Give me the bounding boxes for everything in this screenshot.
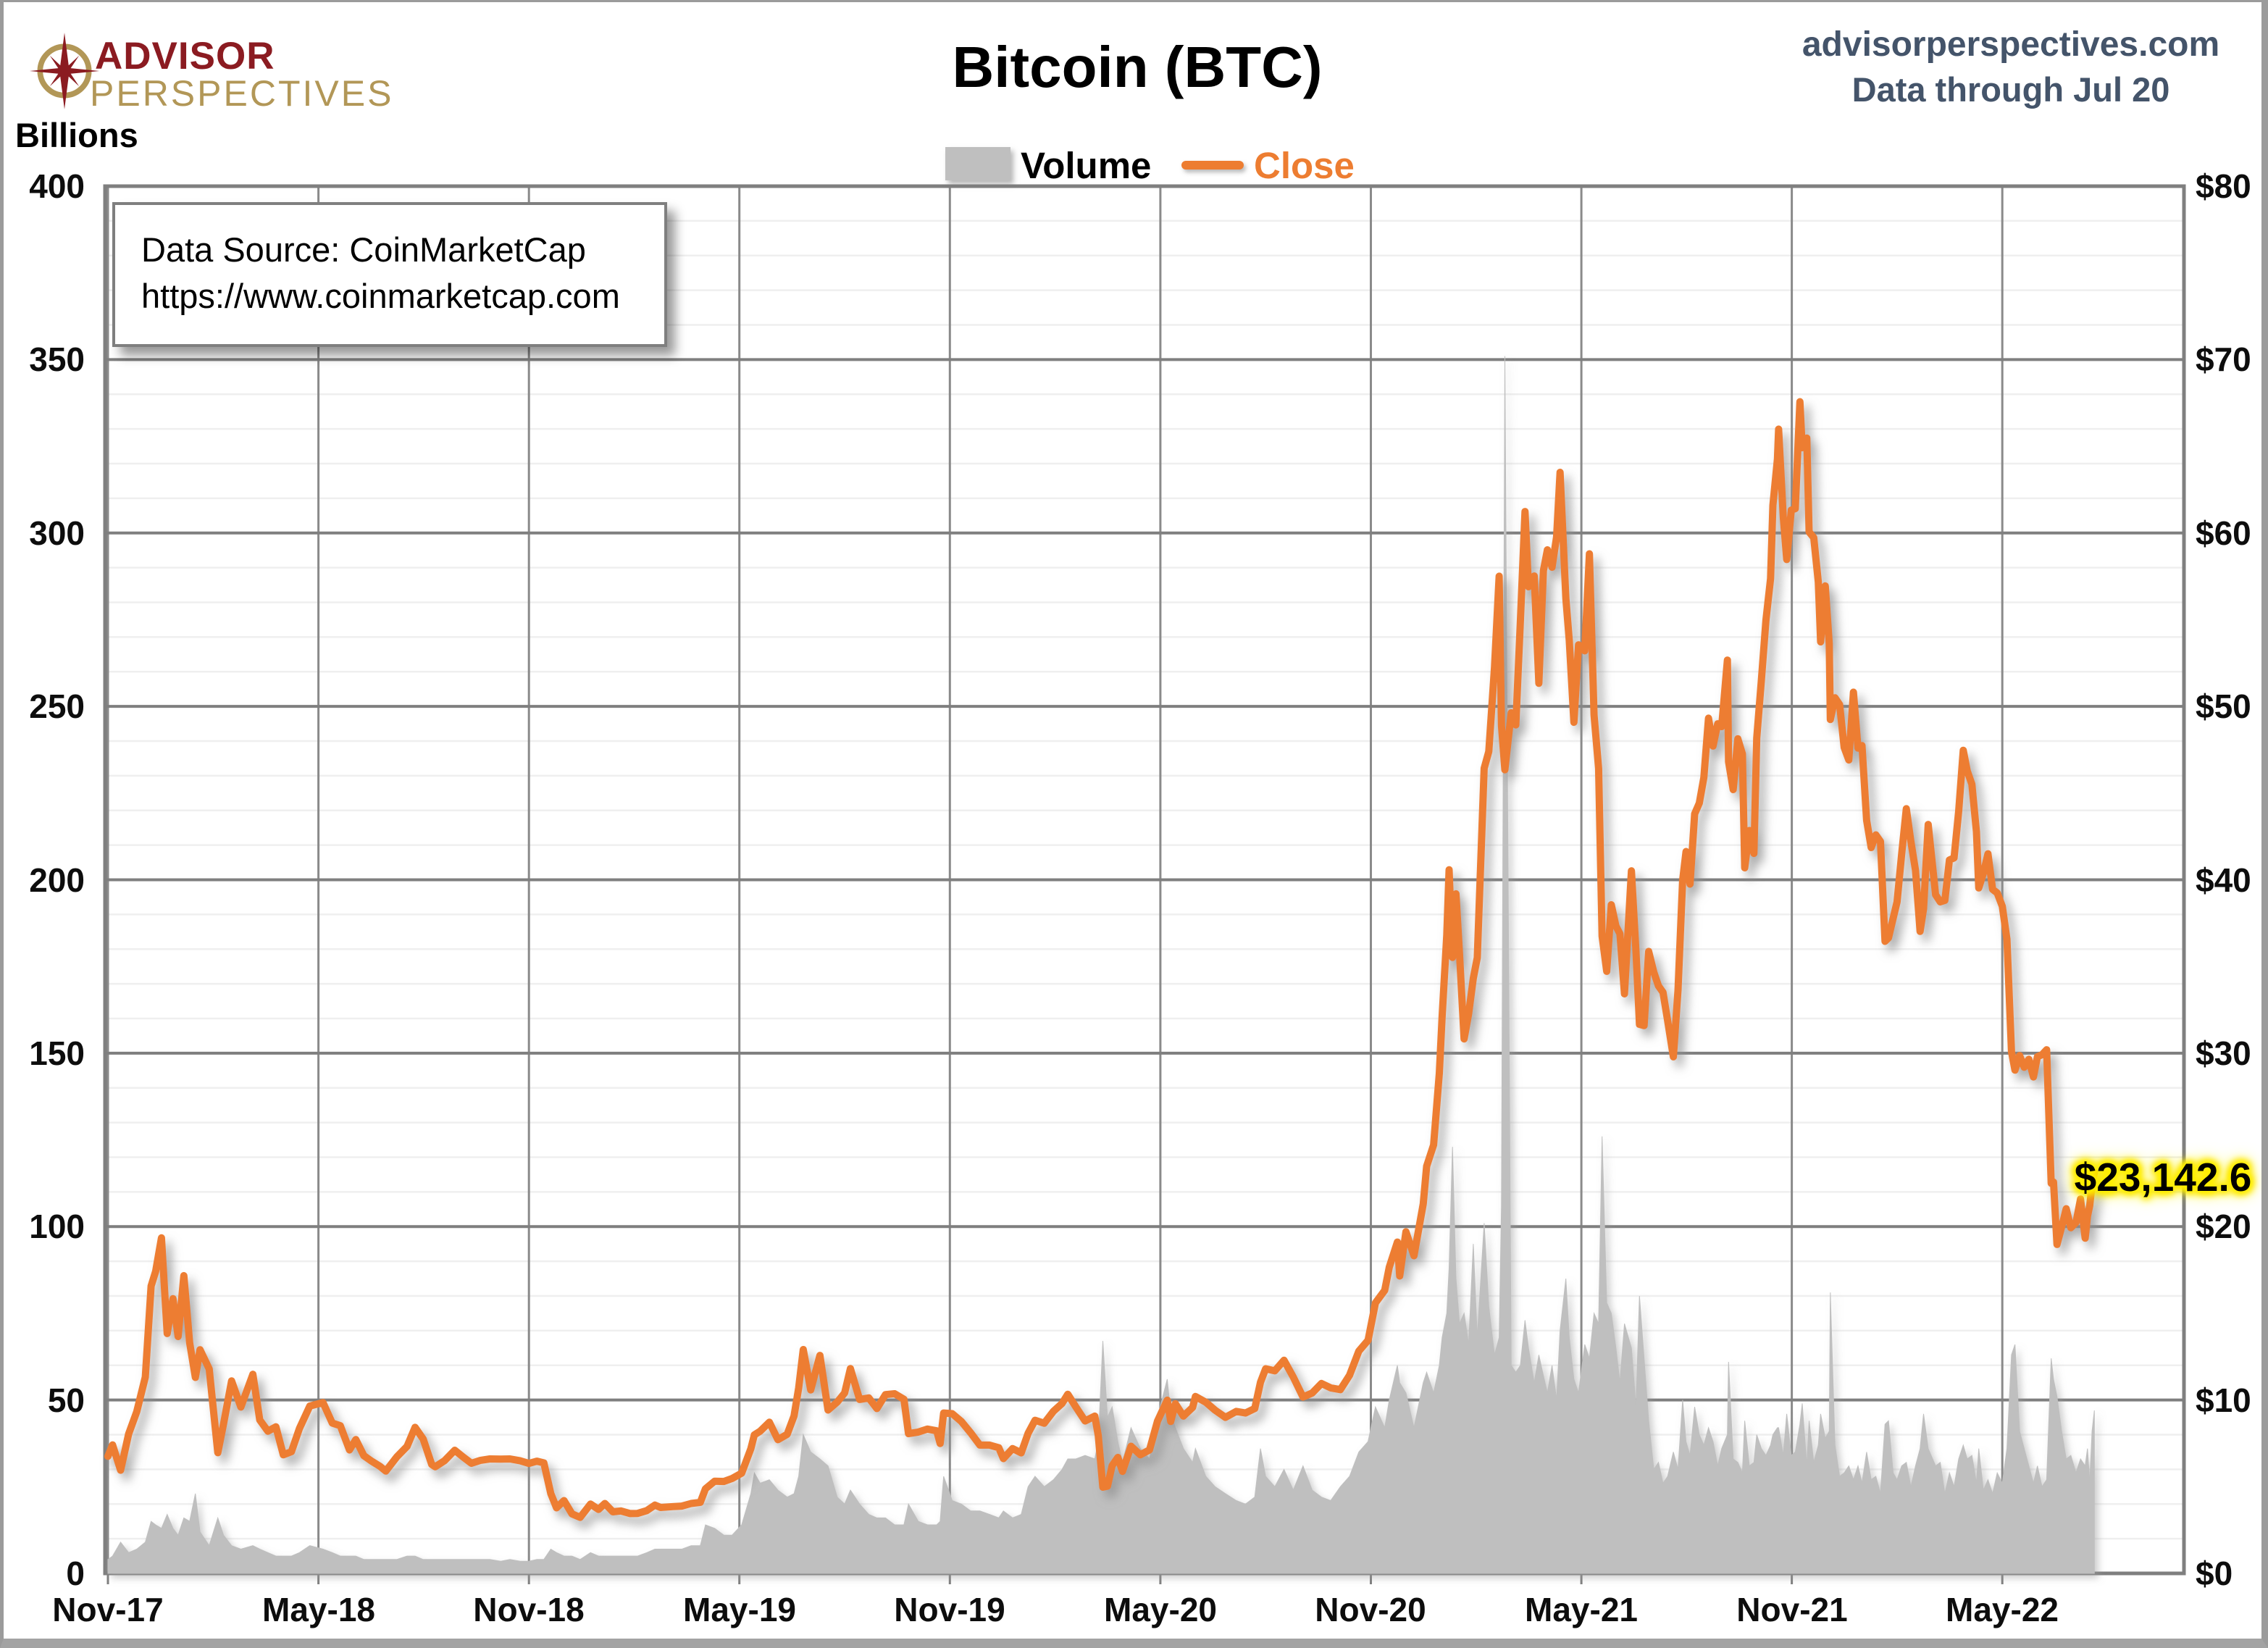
page-title: Bitcoin (BTC) (952, 35, 1323, 99)
volume-series (107, 356, 2095, 1574)
y-axis-tick-left: 200 (29, 861, 85, 899)
x-axis-tick: May-19 (683, 1591, 796, 1628)
legend-close-label: Close (1254, 145, 1355, 186)
legend-close-line-swatch (1181, 161, 1244, 170)
y-axis-tick-left: 250 (29, 687, 85, 725)
logo-text-advisor: ADVISOR (95, 35, 275, 78)
x-axis-tick: Nov-21 (1736, 1591, 1848, 1628)
y-axis-tick-left: 100 (29, 1208, 85, 1245)
y-axis-tick-right: $0 (2196, 1555, 2233, 1592)
x-axis-tick: May-18 (262, 1591, 375, 1628)
x-axis-tick: Nov-17 (52, 1591, 164, 1628)
logo-text-perspectives: PERSPECTIVES (90, 73, 394, 114)
x-axis-tick: Nov-20 (1315, 1591, 1426, 1628)
y-axis-tick-right: $80 (2196, 167, 2251, 205)
chart-canvas (103, 184, 2186, 1584)
x-axis-tick: May-20 (1104, 1591, 1217, 1628)
data-source-box: Data Source: CoinMarketCap https://www.c… (112, 202, 667, 347)
y-axis-tick-right: $10 (2196, 1381, 2251, 1419)
y-axis-tick-left: 350 (29, 340, 85, 378)
data-source-url: https://www.coinmarketcap.com (141, 277, 620, 315)
y-axis-tick-right: $20 (2196, 1208, 2251, 1245)
y-axis-tick-right: $60 (2196, 514, 2251, 552)
x-axis-tick: Nov-18 (473, 1591, 585, 1628)
last-price-annotation: $23,142.6 (2074, 1155, 2252, 1200)
x-axis-tick: May-22 (1946, 1591, 2059, 1628)
x-axis-tick: Nov-19 (894, 1591, 1005, 1628)
y-axis-tick-left: 400 (29, 167, 85, 205)
legend-volume-swatch (945, 147, 1010, 180)
y-axis-tick-right: $30 (2196, 1034, 2251, 1072)
close-price-line (104, 398, 2098, 1521)
y-axis-tick-left: 300 (29, 514, 85, 552)
y-axis-tick-right: $50 (2196, 687, 2251, 725)
y-axis-tick-left: 150 (29, 1034, 85, 1072)
advisor-perspectives-logo (28, 30, 101, 111)
axis-tick-marks (106, 1573, 2004, 1584)
compass-icon (29, 33, 100, 109)
y-axis-tick-right: $70 (2196, 340, 2251, 378)
left-axis-title: Billions (15, 116, 138, 154)
y-axis-tick-left: 0 (66, 1555, 85, 1592)
data-through-label: Data through Jul 20 (1851, 70, 2170, 109)
legend-volume-label: Volume (1021, 145, 1152, 186)
header-right: advisorperspectives.com Data through Jul… (1794, 24, 2228, 111)
y-axis-tick-left: 50 (47, 1381, 85, 1419)
site-url-text: advisorperspectives.com (1802, 25, 2220, 64)
data-source-line: Data Source: CoinMarketCap (141, 230, 586, 269)
x-axis-tick: May-21 (1525, 1591, 1638, 1628)
y-axis-tick-right: $40 (2196, 861, 2251, 899)
